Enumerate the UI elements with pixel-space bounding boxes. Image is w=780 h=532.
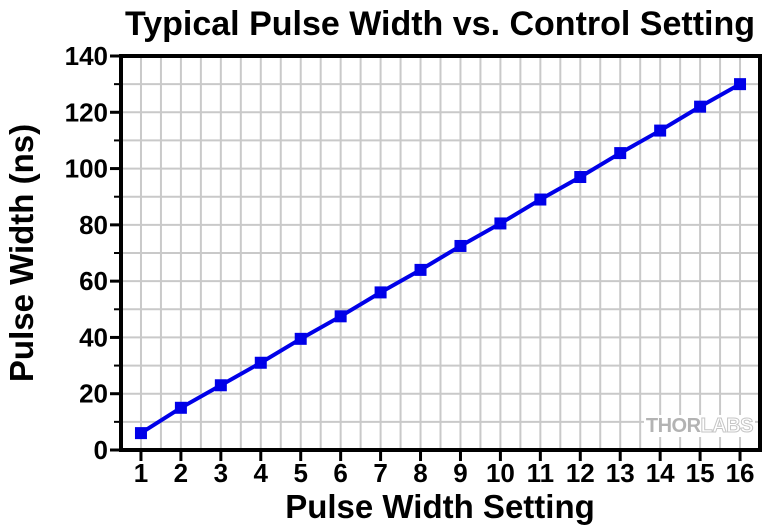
y-tick-label: 0 (94, 435, 108, 465)
data-point-marker (414, 263, 427, 276)
data-point-marker (374, 286, 387, 299)
data-point-marker (574, 171, 587, 184)
data-point-marker (494, 217, 507, 230)
data-point-marker (334, 310, 347, 323)
data-point-marker (254, 356, 267, 369)
y-tick-label: 80 (79, 210, 108, 240)
thorlabs-watermark: THORLABS (643, 415, 755, 438)
x-tick-label: 3 (214, 458, 228, 488)
data-point-marker (294, 332, 307, 345)
x-tick-label: 12 (566, 458, 595, 488)
y-tick-label: 40 (79, 322, 108, 352)
x-tick-label: 13 (606, 458, 635, 488)
data-point-marker (134, 427, 147, 440)
x-axis-title: Pulse Width Setting (285, 488, 595, 525)
data-point-marker (734, 78, 747, 91)
y-tick-label: 20 (79, 379, 108, 409)
x-tick-label: 1 (134, 458, 148, 488)
x-tick-label: 9 (453, 458, 467, 488)
x-tick-label: 2 (174, 458, 188, 488)
data-point-marker (214, 379, 227, 392)
x-tick-label: 7 (373, 458, 387, 488)
x-tick-label: 4 (254, 458, 269, 488)
data-point-marker (534, 193, 547, 206)
x-tick-label: 15 (686, 458, 715, 488)
x-tick-label: 14 (646, 458, 675, 488)
y-tick-label: 100 (65, 154, 108, 184)
y-tick-label: 60 (79, 266, 108, 296)
data-point-marker (694, 100, 707, 113)
thorlabs-logo-labs: LABS (700, 415, 754, 438)
data-point-marker (454, 239, 467, 252)
data-point-marker (654, 124, 667, 137)
data-point-marker (614, 147, 627, 160)
x-tick-label: 5 (293, 458, 307, 488)
chart-title: Typical Pulse Width vs. Control Setting (124, 5, 755, 43)
x-tick-label: 10 (486, 458, 515, 488)
y-tick-label: 120 (65, 97, 108, 127)
x-tick-label: 8 (413, 458, 427, 488)
plot-border (119, 54, 762, 452)
x-tick-label: 16 (726, 458, 755, 488)
data-line (139, 82, 742, 435)
x-tick-label: 11 (527, 458, 555, 488)
thorlabs-logo-thor: THOR (645, 415, 701, 437)
x-tick-label: 6 (333, 458, 347, 488)
y-tick-label: 140 (65, 41, 108, 71)
data-point-marker (174, 401, 187, 414)
